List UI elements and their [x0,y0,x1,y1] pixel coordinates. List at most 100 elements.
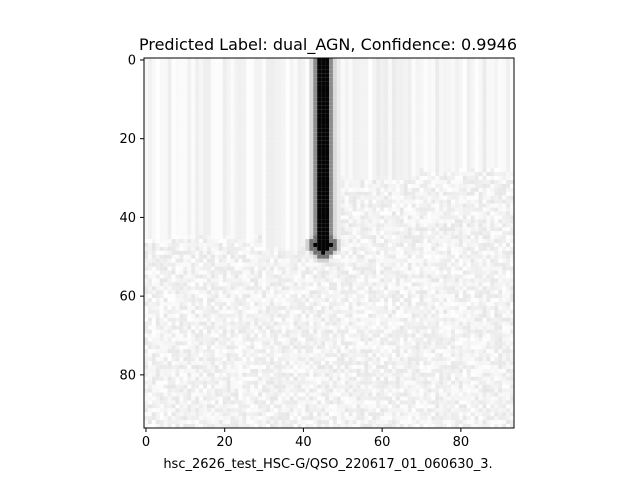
image-pixel [332,81,337,86]
image-pixel [210,97,215,102]
image-pixel [218,250,223,255]
image-pixel [439,215,444,220]
image-pixel [427,144,432,149]
image-pixel [254,89,259,94]
image-pixel [384,65,389,70]
image-pixel [155,113,160,118]
image-pixel [502,105,507,110]
image-pixel [206,140,211,145]
image-pixel [435,124,440,129]
image-pixel [246,219,251,224]
image-pixel [466,243,471,247]
image-pixel [419,227,424,232]
image-pixel [376,160,381,165]
image-pixel [368,73,373,78]
image-pixel [151,187,156,192]
image-pixel [407,144,412,149]
image-pixel [423,195,428,200]
image-pixel [195,203,200,208]
image-pixel [281,58,286,62]
image-pixel [368,227,373,232]
image-pixel [336,101,341,106]
image-pixel [388,117,393,122]
image-pixel [498,215,503,220]
image-pixel [277,199,282,204]
image-pixel [403,136,408,141]
image-pixel [490,132,495,137]
image-pixel [360,85,365,90]
image-pixel [203,97,208,102]
image-pixel [466,187,471,192]
image-pixel [344,258,349,263]
image-pixel [399,160,404,165]
image-pixel [431,195,436,200]
image-pixel [435,215,440,220]
image-pixel [478,195,483,200]
image-pixel [210,227,215,232]
image-pixel [183,176,188,181]
image-pixel [226,89,231,94]
image-pixel [451,187,456,192]
image-pixel [167,124,172,129]
image-pixel [206,117,211,122]
image-pixel [301,168,306,173]
image-pixel [510,207,515,212]
image-pixel [399,156,404,161]
image-pixel [391,207,396,212]
image-pixel [313,81,318,86]
image-pixel [258,120,263,125]
image-pixel [447,120,452,125]
image-pixel [144,227,148,232]
image-pixel [419,73,424,78]
image-pixel [427,168,432,173]
image-pixel [447,101,452,106]
image-pixel [458,172,463,177]
image-pixel [419,164,424,169]
image-pixel [395,113,400,118]
image-pixel [151,61,156,66]
image-pixel [147,266,152,271]
image-pixel [380,113,385,118]
image-pixel [356,235,361,240]
image-pixel [222,152,227,157]
image-pixel [238,250,243,255]
image-pixel [462,187,467,192]
image-pixel [482,144,487,149]
image-pixel [226,113,231,118]
image-pixel [372,246,377,251]
image-pixel [443,160,448,165]
image-pixel [242,250,247,255]
image-pixel [376,73,381,78]
image-pixel [458,254,463,259]
image-pixel [474,215,479,220]
image-pixel [195,246,200,251]
image-pixel [218,227,223,232]
image-pixel [443,211,448,216]
image-pixel [388,183,393,188]
image-pixel [195,61,200,66]
image-pixel [364,113,369,118]
image-pixel [305,199,310,204]
image-pixel [159,215,164,220]
image-pixel [384,239,389,244]
image-pixel [297,140,302,145]
image-pixel [364,164,369,169]
image-pixel [391,180,396,185]
image-pixel [155,61,160,66]
image-pixel [329,156,333,161]
image-pixel [214,61,219,66]
image-pixel [277,187,282,192]
image-pixel [277,77,282,82]
image-pixel [254,203,259,208]
image-pixel [187,73,192,78]
image-pixel [273,152,278,157]
image-pixel [297,77,302,82]
image-pixel [206,97,211,102]
image-pixel [462,152,467,157]
image-pixel [199,152,204,157]
image-pixel [391,195,396,200]
image-pixel [183,58,188,62]
image-pixel [206,101,211,106]
image-pixel [427,235,432,240]
image-pixel [395,124,400,129]
